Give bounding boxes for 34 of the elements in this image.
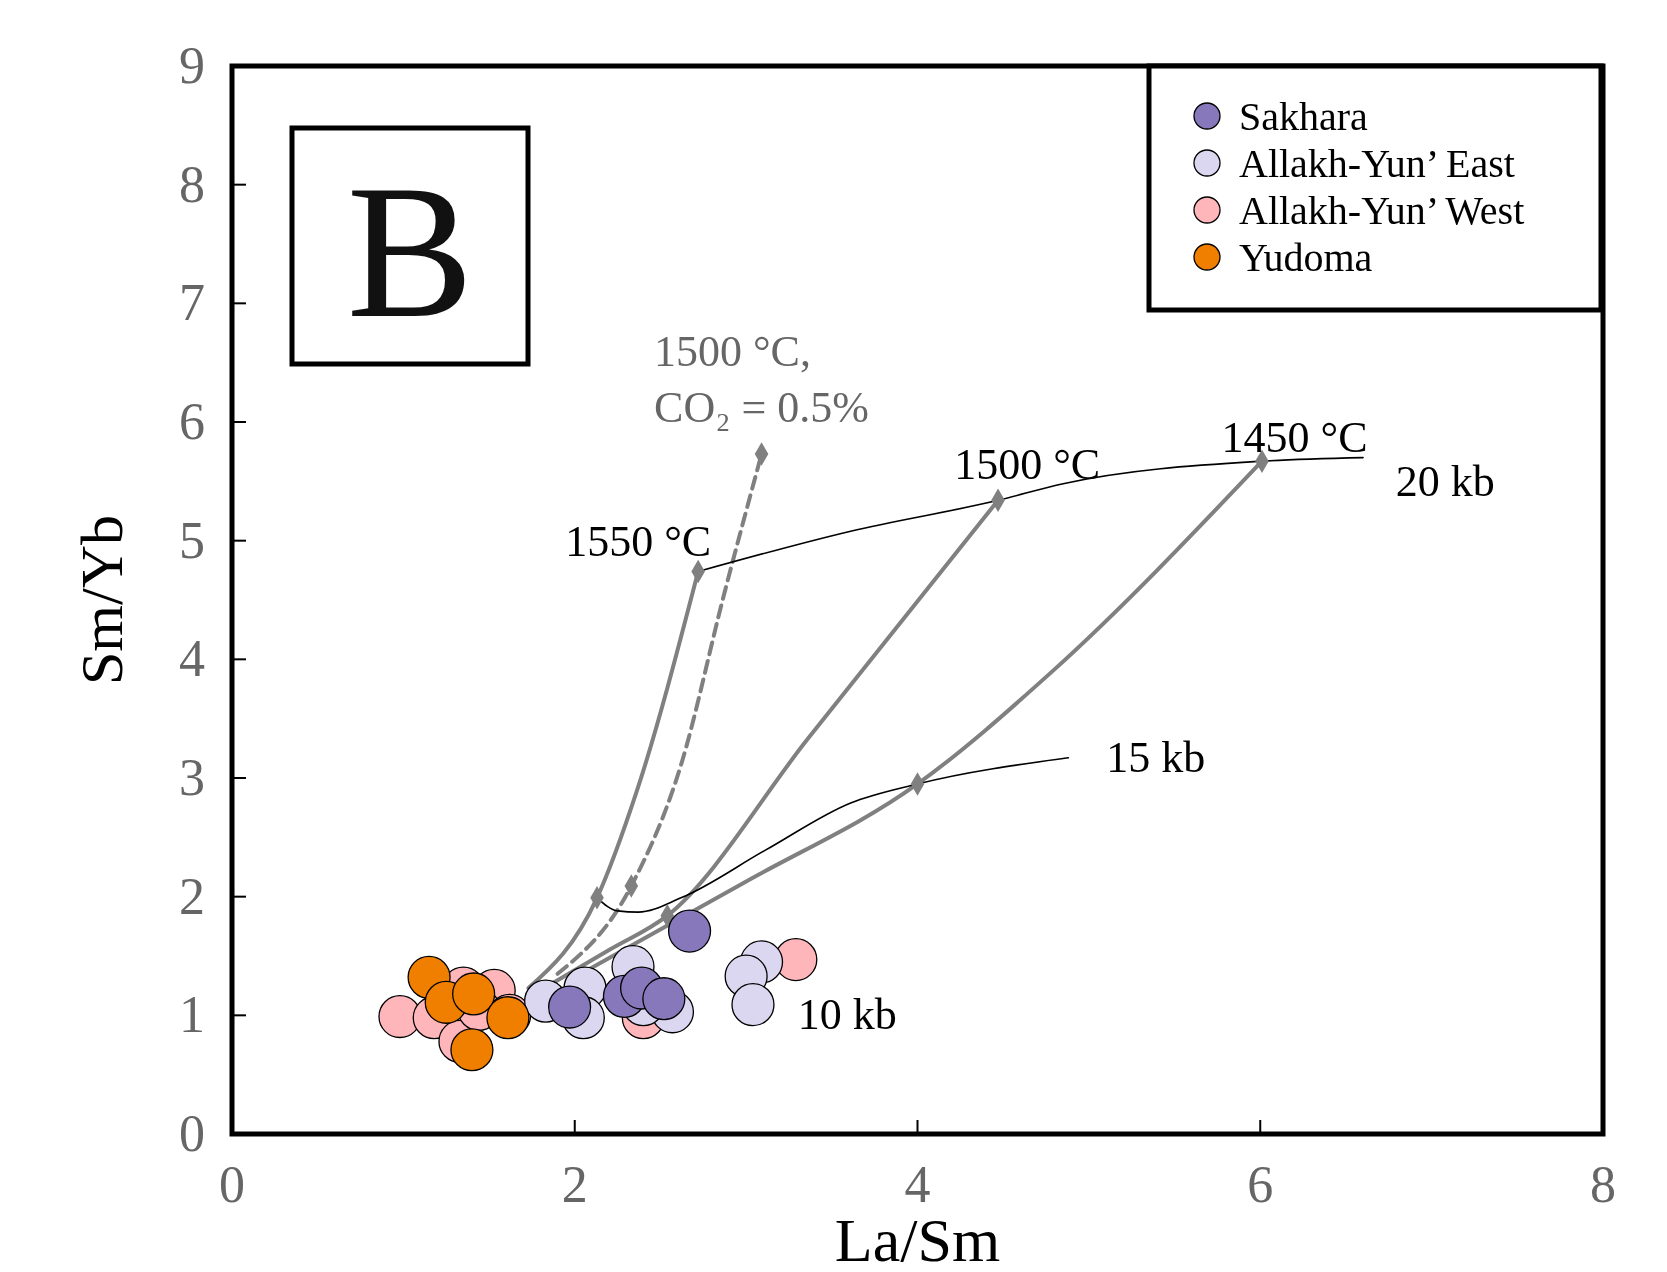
annotation: 1500 °C, [653, 326, 811, 376]
legend-label: Allakh-Yun’ West [1239, 188, 1525, 233]
annotation: 15 kb [1106, 732, 1206, 782]
x-tick-label: 0 [219, 1156, 245, 1213]
point [548, 985, 592, 1029]
legend-label: Yudoma [1239, 235, 1373, 280]
annotation: 1550 °C [565, 516, 712, 566]
point [667, 909, 712, 953]
y-tick-label: 3 [179, 749, 205, 806]
x-tick-label: 2 [561, 1156, 588, 1213]
annotation: 10 kb [797, 990, 897, 1040]
point [731, 983, 775, 1027]
x-tick-label: 8 [1590, 1156, 1616, 1213]
y-tick-label: 8 [179, 155, 205, 213]
legend-label: Allakh-Yun’ East [1239, 141, 1515, 186]
annotation: B [346, 147, 474, 357]
annotation: 1450 °C [1221, 413, 1368, 463]
y-tick-label: 0 [179, 1105, 205, 1162]
y-tick-label: 2 [179, 867, 205, 925]
y-axis-title: Sm/Yb [69, 514, 135, 686]
x-tick-label: 6 [1247, 1156, 1274, 1213]
y-tick-label: 4 [179, 630, 205, 688]
point [642, 977, 686, 1021]
annotation: 20 kb [1395, 457, 1495, 507]
y-tick-label: 7 [179, 274, 205, 332]
legend-label: Sakhara [1239, 94, 1369, 139]
y-tick-label: 1 [179, 986, 205, 1044]
point [452, 972, 496, 1016]
y-tick-label: 6 [179, 393, 205, 450]
y-tick-label: 9 [179, 37, 205, 94]
annotation: 1500 °C [954, 439, 1101, 489]
y-tick-label: 5 [179, 511, 205, 569]
point [450, 1028, 494, 1072]
annotation: CO₂ = 0.5% [654, 382, 870, 432]
